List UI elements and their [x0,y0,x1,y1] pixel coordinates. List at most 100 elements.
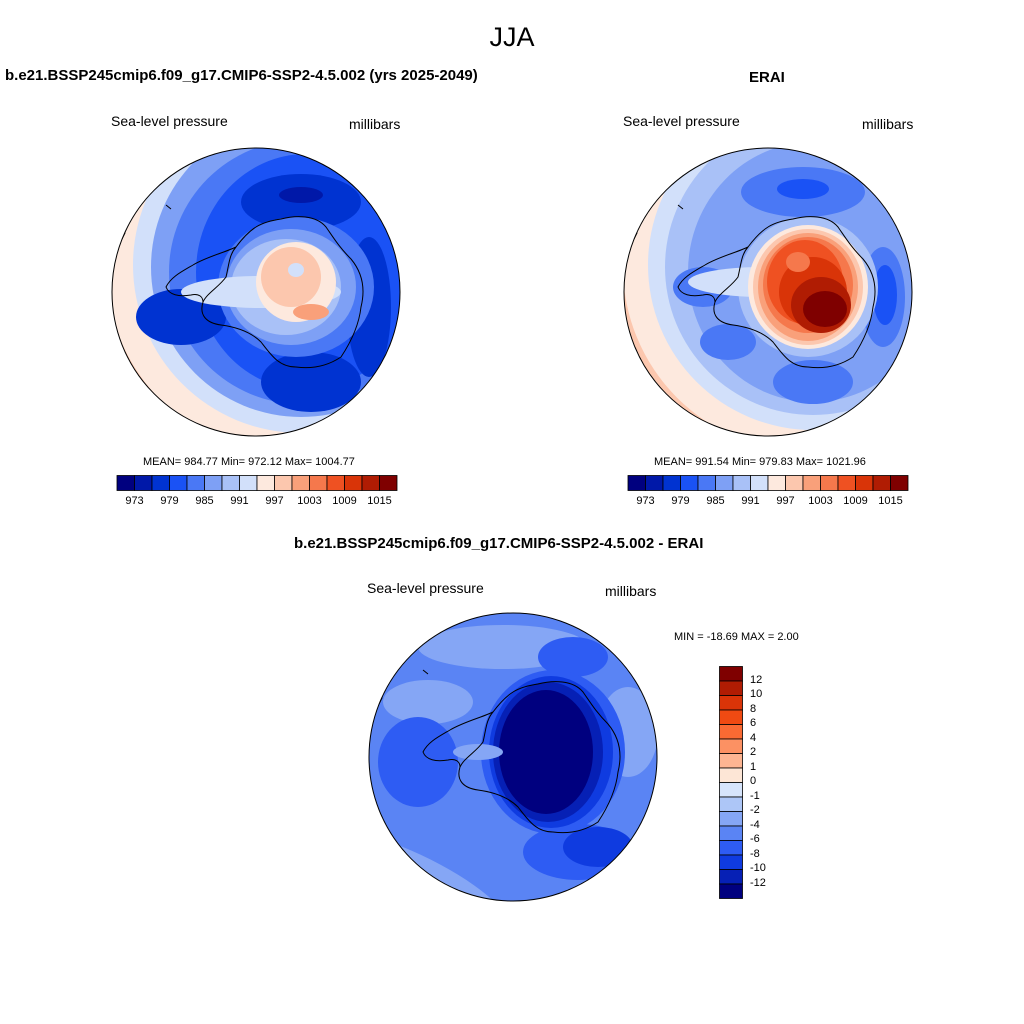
diff-units-label: millibars [605,583,657,599]
diff-colorbar-tick-label: 12 [750,673,763,686]
obs-colorbar-swatch [837,475,856,491]
obs-colorbar-tick-label: 1003 [808,495,833,507]
obs-stats: MEAN= 991.54 Min= 979.83 Max= 1021.96 [654,456,866,468]
diff-colorbar-tick-label: -10 [750,862,766,874]
model-colorbar-tick-label: 973 [125,495,144,507]
obs-colorbar-swatch [662,475,681,491]
model-polar-map [111,147,401,437]
diff-colorbar-swatch [719,825,743,841]
diff-colorbar-tick-label: 2 [750,746,757,758]
model-units-label: millibars [349,116,401,132]
obs-colorbar-swatch [715,475,734,491]
obs-variable-label: Sea-level pressure [623,113,740,129]
obs-colorbar [627,475,909,491]
model-colorbar-tick-label: 997 [265,495,284,507]
model-colorbar-swatch [326,475,345,491]
model-colorbar-swatch [204,475,223,491]
obs-colorbar-tick-label: 1009 [843,495,868,507]
diff-colorbar-tick-label: 10 [750,688,763,700]
diff-colorbar-tick-label: -1 [750,789,760,802]
diff-colorbar-swatch [719,782,743,798]
model-colorbar-tick-label: 979 [160,495,179,507]
diff-colorbar-swatch [719,680,743,696]
model-colorbar-swatch [169,475,188,491]
obs-colorbar-swatch [645,475,664,491]
diff-colorbar-swatch [719,883,743,899]
diff-colorbar-tick-label: -12 [750,876,766,889]
obs-colorbar-tick-label: 1015 [878,495,903,507]
obs-colorbar-tick-label: 973 [636,495,655,507]
diff-colorbar-swatch [719,854,743,870]
diff-panel-title: b.e21.BSSP245cmip6.f09_g17.CMIP6-SSP2-4.… [294,535,704,552]
obs-colorbar-swatch [767,475,786,491]
diff-colorbar-tick-label: -2 [750,804,760,816]
model-colorbar-tick-label: 1009 [332,495,357,507]
obs-colorbar-swatch [820,475,839,491]
diff-colorbar-swatch [719,767,743,783]
obs-colorbar-tick-label: 991 [741,495,760,507]
diff-colorbar-tick-label: -6 [750,833,760,845]
model-colorbar [116,475,398,491]
model-colorbar-tick-label: 1003 [297,495,322,507]
diff-colorbar-swatch [719,796,743,812]
diff-colorbar-swatch [719,753,743,769]
model-colorbar-swatch [186,475,205,491]
model-colorbar-tick-label: 1015 [367,495,392,507]
diff-colorbar-swatch [719,738,743,754]
obs-colorbar-swatch [627,475,646,491]
diff-colorbar-tick-label: 4 [750,731,757,744]
obs-panel-title: ERAI [749,69,785,86]
model-colorbar-swatch [344,475,363,491]
model-colorbar-swatch [151,475,170,491]
diff-colorbar-tick-label: 8 [750,702,757,715]
model-colorbar-swatch [134,475,153,491]
obs-colorbar-swatch [890,475,909,491]
diff-colorbar-tick-label: -4 [750,818,760,831]
obs-colorbar-swatch [785,475,804,491]
model-colorbar-swatch [379,475,398,491]
diff-colorbar-swatch [719,869,743,885]
obs-colorbar-tick-label: 997 [776,495,795,507]
diff-coastline [458,681,621,834]
diff-colorbar-swatch [719,840,743,856]
model-colorbar-tick-label: 991 [230,495,249,507]
model-colorbar-tick-label: 985 [195,495,214,507]
diff-polar-map [368,612,658,902]
model-colorbar-swatch [361,475,380,491]
model-colorbar-swatch [256,475,275,491]
model-stats: MEAN= 984.77 Min= 972.12 Max= 1004.77 [143,456,355,468]
obs-polar-map [623,147,913,437]
diff-colorbar-tick-label: 0 [750,775,757,787]
obs-colorbar-tick-label: 985 [706,495,725,507]
diff-colorbar-tick-label: -8 [750,847,760,860]
diff-colorbar [719,666,743,899]
obs-colorbar-swatch [680,475,699,491]
model-colorbar-swatch [239,475,258,491]
obs-colorbar-swatch [802,475,821,491]
obs-colorbar-swatch [697,475,716,491]
diff-colorbar-tick-label: 1 [750,760,757,773]
model-panel-title: b.e21.BSSP245cmip6.f09_g17.CMIP6-SSP2-4.… [5,67,478,84]
model-colorbar-swatch [291,475,310,491]
diff-colorbar-swatch [719,724,743,740]
obs-coastline [713,216,876,369]
model-coastline [201,216,364,369]
model-colorbar-swatch [274,475,293,491]
model-variable-label: Sea-level pressure [111,113,228,129]
diff-colorbar-tick-label: 6 [750,717,757,729]
model-colorbar-swatch [116,475,135,491]
diff-stats: MIN = -18.69 MAX = 2.00 [674,631,799,643]
obs-colorbar-swatch [872,475,891,491]
model-colorbar-swatch [309,475,328,491]
obs-colorbar-swatch [855,475,874,491]
figure-title: JJA [489,22,535,52]
obs-colorbar-swatch [750,475,769,491]
diff-colorbar-swatch [719,695,743,711]
obs-colorbar-swatch [732,475,751,491]
obs-colorbar-tick-label: 979 [671,495,690,507]
obs-units-label: millibars [862,116,914,132]
diff-colorbar-swatch [719,709,743,725]
diff-variable-label: Sea-level pressure [367,580,484,596]
model-colorbar-swatch [221,475,240,491]
diff-colorbar-swatch [719,811,743,827]
